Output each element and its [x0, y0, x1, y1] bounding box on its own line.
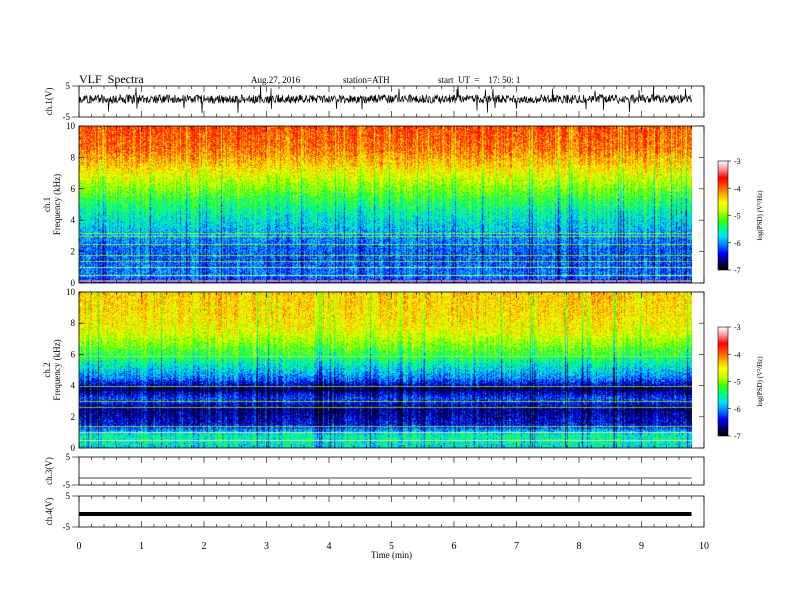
ch2-spectrogram-ytick: 4	[71, 381, 76, 391]
ch1-spectrogram-ylabel-ch: ch.1	[42, 197, 52, 212]
ch4-waveform-ytick-bottom: -5	[63, 522, 71, 532]
ch1-spectrogram-ytick: 4	[71, 215, 76, 225]
ch2-spectrogram-ylabel-ch: ch.2	[42, 362, 52, 377]
xtick-label: 6	[452, 541, 457, 552]
ch1-spectrogram-colorbar-tick: -4	[734, 184, 741, 193]
ch1-waveform-ytick-top: 5	[66, 81, 71, 91]
ch1-spectrogram-ytick: 2	[71, 247, 76, 257]
ch2-spectrogram-colorbar-label: log(PSD) (V²/Hz)	[756, 356, 764, 407]
xtick-label: 1	[139, 541, 144, 552]
xtick-label: 4	[327, 541, 332, 552]
date-label: Aug.27, 2016	[251, 75, 301, 85]
ch1-spectrogram-ytick: 10	[66, 121, 76, 131]
ch1-spectrogram-colorbar-tick: -5	[734, 212, 741, 221]
ch1-spectrogram-colorbar-tick: -7	[734, 266, 741, 275]
ch1-spectrogram-colorbar-label: log(PSD) (V²/Hz)	[756, 190, 764, 241]
xtick-label: 3	[264, 541, 269, 552]
ch1-spectrogram-ytick: 8	[71, 152, 76, 162]
ch2-spectrogram-ylabel-freq: Frequency (kHz)	[52, 339, 62, 400]
xtick-label: 5	[389, 541, 394, 552]
xtick-label: 7	[514, 541, 519, 552]
ch1-spectrogram-colorbar-tick: -3	[734, 157, 741, 166]
ch1-spectrogram	[79, 126, 692, 283]
xtick-label: 10	[699, 541, 709, 552]
ch4-waveform-ylabel: ch.4(V)	[44, 498, 54, 526]
ch2-spectrogram-ytick: 0	[71, 443, 76, 453]
ch2-spectrogram-colorbar-tick: -4	[734, 350, 741, 359]
xtick-label: 8	[577, 541, 582, 552]
ch1-spectrogram-ytick: 6	[71, 184, 76, 194]
ch1-waveform-ytick-bottom: -5	[63, 112, 71, 122]
ch1-spectrogram-colorbar	[717, 160, 729, 271]
ch1-waveform-ylabel: ch.1(V)	[44, 88, 54, 116]
ch2-spectrogram-colorbar-tick: -5	[734, 378, 741, 387]
xtick-label: 9	[639, 541, 644, 552]
ch2-spectrogram	[79, 292, 692, 448]
ch2-spectrogram-colorbar-tick: -3	[734, 323, 741, 332]
ch1-waveform-trace	[78, 85, 692, 114]
ch3-waveform-ytick-top: 5	[66, 452, 71, 462]
ch3-waveform-ylabel: ch.3(V)	[44, 457, 54, 485]
ch2-spectrogram-ytick: 8	[71, 318, 76, 328]
start-time-label: start UT = 17: 50: 1	[438, 75, 521, 85]
xtick-label: 0	[77, 541, 82, 552]
ch1-spectrogram-ylabel-freq: Frequency (kHz)	[52, 174, 62, 235]
station-label: station=ATH	[343, 75, 390, 85]
ch2-spectrogram-ytick: 6	[71, 349, 76, 359]
ch2-spectrogram-colorbar-tick: -7	[734, 432, 741, 441]
ch2-spectrogram-ytick: 2	[71, 412, 76, 422]
ch4-waveform-ytick-top: 5	[66, 491, 71, 501]
x-axis-label: Time (min)	[371, 550, 412, 560]
figure-title: VLF Spectra	[79, 72, 144, 86]
ch2-spectrogram-colorbar	[717, 326, 729, 437]
ch1-spectrogram-ytick: 0	[71, 278, 76, 288]
ch3-waveform-ytick-bottom: -5	[63, 480, 71, 490]
ch2-spectrogram-ytick: 10	[66, 287, 76, 297]
xtick-label: 2	[202, 541, 207, 552]
ch1-spectrogram-colorbar-tick: -6	[734, 239, 741, 248]
ch2-spectrogram-colorbar-tick: -6	[734, 405, 741, 414]
